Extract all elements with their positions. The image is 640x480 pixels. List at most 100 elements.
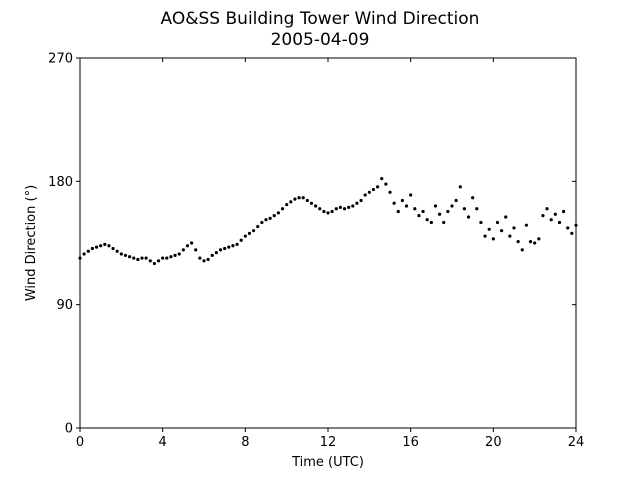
data-point (86, 249, 90, 253)
data-point (181, 248, 185, 252)
data-point (533, 241, 537, 245)
data-point (107, 244, 111, 248)
data-point (309, 201, 314, 205)
x-tick-label: 16 (402, 435, 419, 450)
data-point (218, 248, 223, 252)
data-points (78, 176, 578, 266)
data-point (475, 207, 479, 211)
data-point (504, 215, 508, 219)
data-point (256, 224, 260, 229)
data-point (264, 218, 268, 222)
data-point (363, 193, 367, 197)
data-point (314, 204, 318, 208)
data-point (338, 205, 342, 209)
data-point (417, 213, 421, 218)
data-point (342, 207, 347, 211)
data-point (280, 207, 285, 211)
data-point (322, 209, 326, 214)
data-point (99, 244, 103, 248)
data-point (177, 252, 181, 256)
data-point (425, 218, 429, 222)
data-point (549, 218, 553, 222)
data-point (371, 187, 376, 192)
plot-area (79, 57, 577, 429)
data-point (144, 256, 148, 260)
data-point (458, 185, 462, 189)
data-point (524, 223, 529, 227)
data-point (239, 238, 243, 242)
data-point (82, 252, 86, 256)
data-point (260, 220, 264, 225)
data-point (508, 234, 512, 238)
data-point (326, 211, 330, 215)
data-point (194, 248, 198, 252)
data-point (165, 256, 169, 260)
data-point (433, 204, 438, 208)
data-point (512, 226, 516, 230)
data-point (562, 209, 566, 214)
data-point (491, 237, 495, 241)
data-point (380, 176, 384, 181)
data-point (78, 256, 82, 260)
data-point (537, 237, 541, 241)
data-point (202, 259, 206, 263)
data-point (173, 253, 177, 257)
chart-title: AO&SS Building Tower Wind Direction (161, 9, 480, 29)
data-point (392, 201, 396, 205)
data-point (421, 209, 425, 214)
data-point (140, 256, 144, 260)
data-point (301, 196, 305, 200)
data-point (293, 197, 297, 201)
y-tick-label: 0 (65, 422, 73, 437)
x-tick-label: 24 (568, 435, 585, 450)
data-point (161, 256, 165, 260)
data-point (276, 211, 280, 215)
data-point (495, 220, 500, 225)
data-point (438, 212, 442, 216)
data-point (115, 249, 119, 253)
data-point (231, 244, 235, 248)
data-point (454, 198, 458, 203)
data-point (376, 185, 380, 189)
data-point (557, 220, 562, 225)
x-tick-label: 12 (320, 435, 337, 450)
data-point (351, 204, 355, 208)
data-point (347, 205, 351, 209)
y-tick-label: 270 (48, 52, 73, 67)
data-point (413, 207, 417, 211)
data-point (119, 252, 123, 256)
data-point (429, 220, 433, 225)
data-point (384, 182, 388, 186)
data-point (388, 190, 392, 194)
data-point (103, 242, 107, 246)
data-point (305, 198, 309, 203)
data-point (252, 229, 256, 233)
data-point (367, 190, 371, 194)
chart-subtitle: 2005-04-09 (271, 30, 370, 50)
x-tick-label: 4 (159, 435, 167, 450)
data-point (566, 226, 570, 230)
data-point (223, 246, 227, 251)
data-point (206, 257, 210, 262)
data-point (404, 204, 409, 208)
data-point (553, 212, 557, 216)
y-axis-label: Wind Direction (°) (24, 185, 39, 301)
data-point (169, 255, 173, 259)
data-point (318, 207, 322, 211)
data-point (136, 257, 140, 262)
data-point (268, 216, 272, 220)
y-tick-label: 90 (56, 298, 73, 313)
data-point (243, 234, 247, 238)
data-point (446, 209, 450, 214)
data-point (471, 196, 475, 200)
data-point (570, 231, 574, 236)
data-point (297, 196, 301, 200)
data-point (190, 241, 194, 245)
x-tick-label: 20 (485, 435, 502, 450)
data-point (289, 200, 293, 204)
data-point (500, 229, 504, 233)
data-point (90, 246, 94, 251)
data-point (334, 207, 338, 211)
data-point (541, 213, 545, 218)
data-point (355, 201, 359, 205)
